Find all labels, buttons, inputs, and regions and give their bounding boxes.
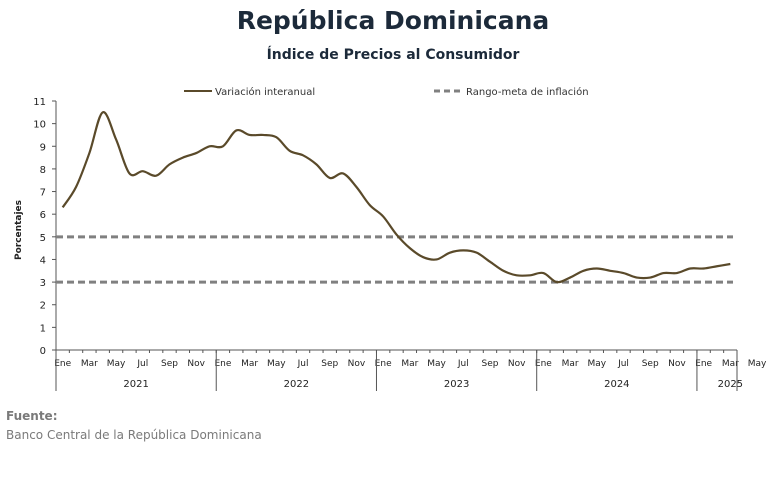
x-tick-label: May [587,359,606,369]
y-tick-label: 0 [40,346,46,357]
target-range-lines [56,235,733,284]
year-label: 2024 [604,379,629,390]
x-tick-label: Mar [241,359,258,369]
x-tick-label: Jul [297,359,309,369]
year-label: 2021 [123,379,148,390]
x-tick-label: Nov [348,359,366,369]
x-tick-label: Nov [187,359,205,369]
x-tick-label: Jul [136,359,148,369]
x-tick-label: Nov [508,359,526,369]
x-tick-label: Mar [81,359,98,369]
x-tick-label: Jul [617,359,629,369]
x-tick-label: Ene [214,359,231,369]
x-tick-label: May [748,359,767,369]
y-tick-label: 1 [40,323,46,334]
y-tick-label: 10 [33,120,46,131]
source-heading: Fuente: [6,409,58,423]
y-tick-label: 2 [40,301,46,312]
x-tick-label: Ene [535,359,552,369]
y-tick-label: 11 [33,97,46,108]
series-variacion-interanual [61,111,731,284]
y-tick-label: 7 [40,188,46,199]
x-axis: Ene Mar May Jul Sep Nov Ene Mar May Jul Sep Nov Ene M… [54,349,767,391]
x-tick-label: May [427,359,446,369]
x-tick-label: May [267,359,286,369]
year-label: 2025 [718,379,743,390]
x-tick-label: Ene [54,359,71,369]
inflation-line-chart: Variación interanual Rango-meta de infla… [14,86,767,391]
y-axis: 0 1 2 3 4 5 6 7 8 9 10 11 [33,97,57,357]
series-line-variacion-interanual [61,111,731,284]
x-tick-label: Ene [695,359,712,369]
chart-legend: Variación interanual Rango-meta de infla… [184,86,589,98]
y-tick-label: 3 [40,278,46,289]
x-tick-label: Ene [375,359,392,369]
source-text: Banco Central de la República Dominicana [6,428,262,442]
x-tick-label: May [107,359,126,369]
y-tick-label: 4 [40,255,46,266]
year-label: 2023 [444,379,469,390]
x-tick-label: Sep [481,359,498,369]
y-tick-label: 8 [40,165,46,176]
x-tick-label: Sep [161,359,178,369]
x-tick-label: Sep [321,359,338,369]
y-tick-label: 6 [40,210,46,221]
page-subtitle: Índice de Precios al Consumidor [266,47,520,63]
legend-label-variacion-interanual: Variación interanual [215,86,315,98]
page-title: República Dominicana [236,6,550,35]
x-tick-label: Jul [457,359,469,369]
y-tick-label: 9 [40,142,46,153]
x-tick-label: Mar [562,359,579,369]
x-tick-label: Mar [401,359,418,369]
y-axis-label: Porcentajes [14,200,24,260]
x-tick-label: Nov [668,359,686,369]
y-tick-label: 5 [40,233,46,244]
legend-label-rango-meta: Rango-meta de inflación [466,86,589,98]
x-tick-label: Mar [722,359,739,369]
year-label: 2022 [284,379,309,390]
x-tick-label: Sep [642,359,659,369]
